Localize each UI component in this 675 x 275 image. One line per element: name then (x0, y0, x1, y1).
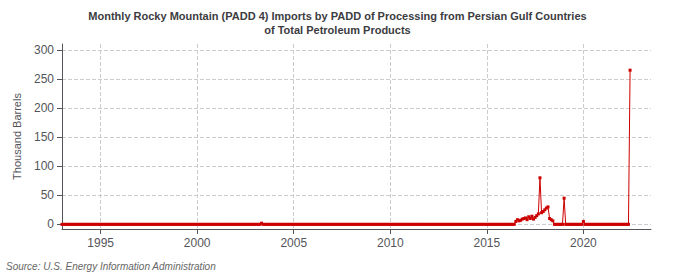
svg-text:2015: 2015 (474, 236, 501, 250)
svg-text:0: 0 (47, 217, 54, 231)
svg-text:2005: 2005 (280, 236, 307, 250)
svg-text:1995: 1995 (87, 236, 114, 250)
svg-text:200: 200 (34, 101, 54, 115)
svg-text:2010: 2010 (377, 236, 404, 250)
svg-text:150: 150 (34, 130, 54, 144)
svg-text:2020: 2020 (570, 236, 597, 250)
svg-text:2000: 2000 (184, 236, 211, 250)
svg-text:300: 300 (34, 43, 54, 57)
svg-text:250: 250 (34, 72, 54, 86)
svg-text:100: 100 (34, 159, 54, 173)
svg-text:Source: U.S. Energy Informatio: Source: U.S. Energy Information Administ… (6, 261, 216, 272)
svg-text:Monthly Rocky Mountain (PADD 4: Monthly Rocky Mountain (PADD 4) Imports … (88, 10, 586, 22)
svg-text:of Total Petroleum Products: of Total Petroleum Products (264, 24, 410, 36)
svg-text:50: 50 (41, 188, 55, 202)
svg-text:Thousand Barrels: Thousand Barrels (11, 93, 23, 180)
